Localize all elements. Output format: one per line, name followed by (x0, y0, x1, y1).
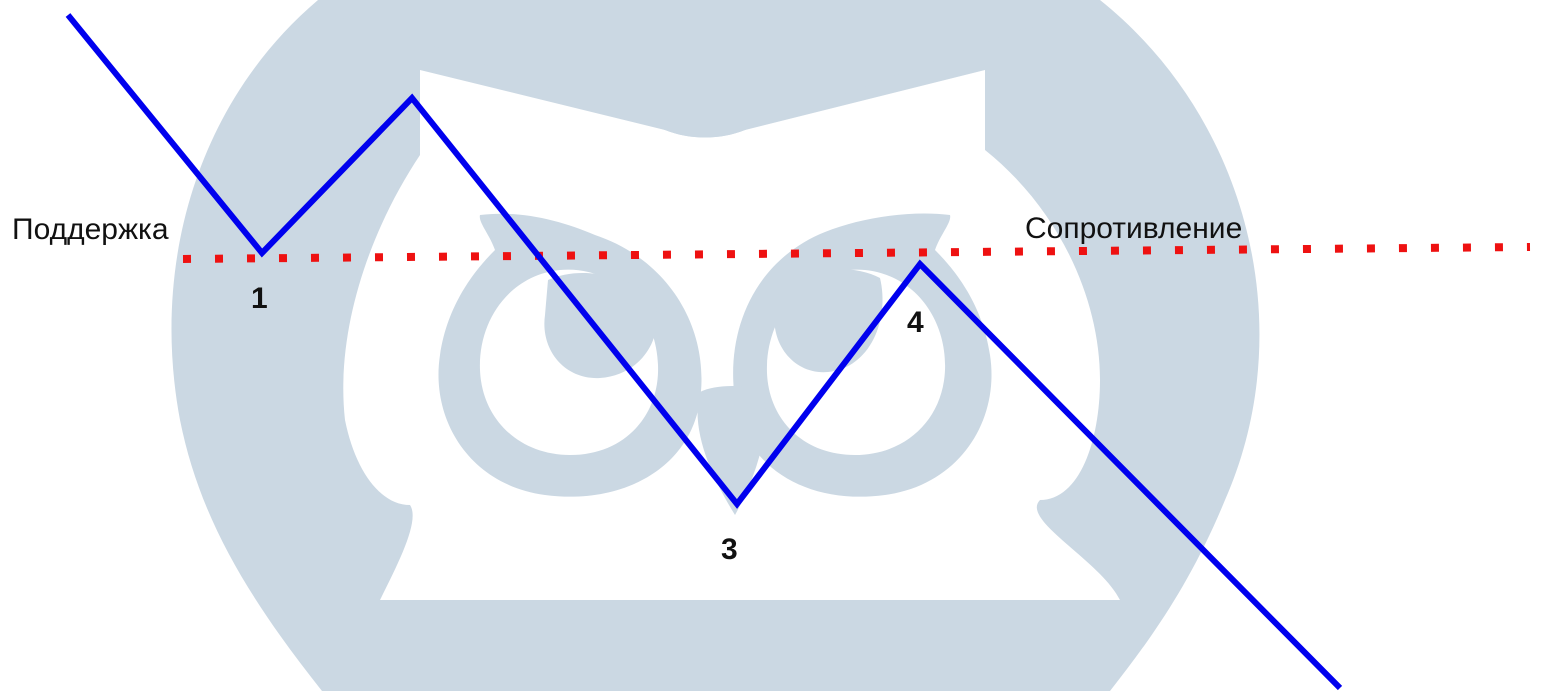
support-label: Поддержка (12, 213, 169, 246)
support-resistance-level-line (182, 243, 1531, 263)
point-label-3: 3 (721, 533, 738, 566)
owl-beak (697, 386, 766, 515)
owl-body (171, 0, 1260, 691)
owl-logo-icon (171, 0, 1260, 691)
owl-head-band (318, 0, 1100, 138)
owl-right-pupil (774, 268, 883, 373)
resistance-label: Сопротивление (1025, 212, 1242, 245)
point-label-1: 1 (251, 282, 268, 315)
owl-left-eye (438, 213, 702, 497)
point-label-4: 4 (907, 306, 924, 339)
price-line (65, 13, 1343, 691)
